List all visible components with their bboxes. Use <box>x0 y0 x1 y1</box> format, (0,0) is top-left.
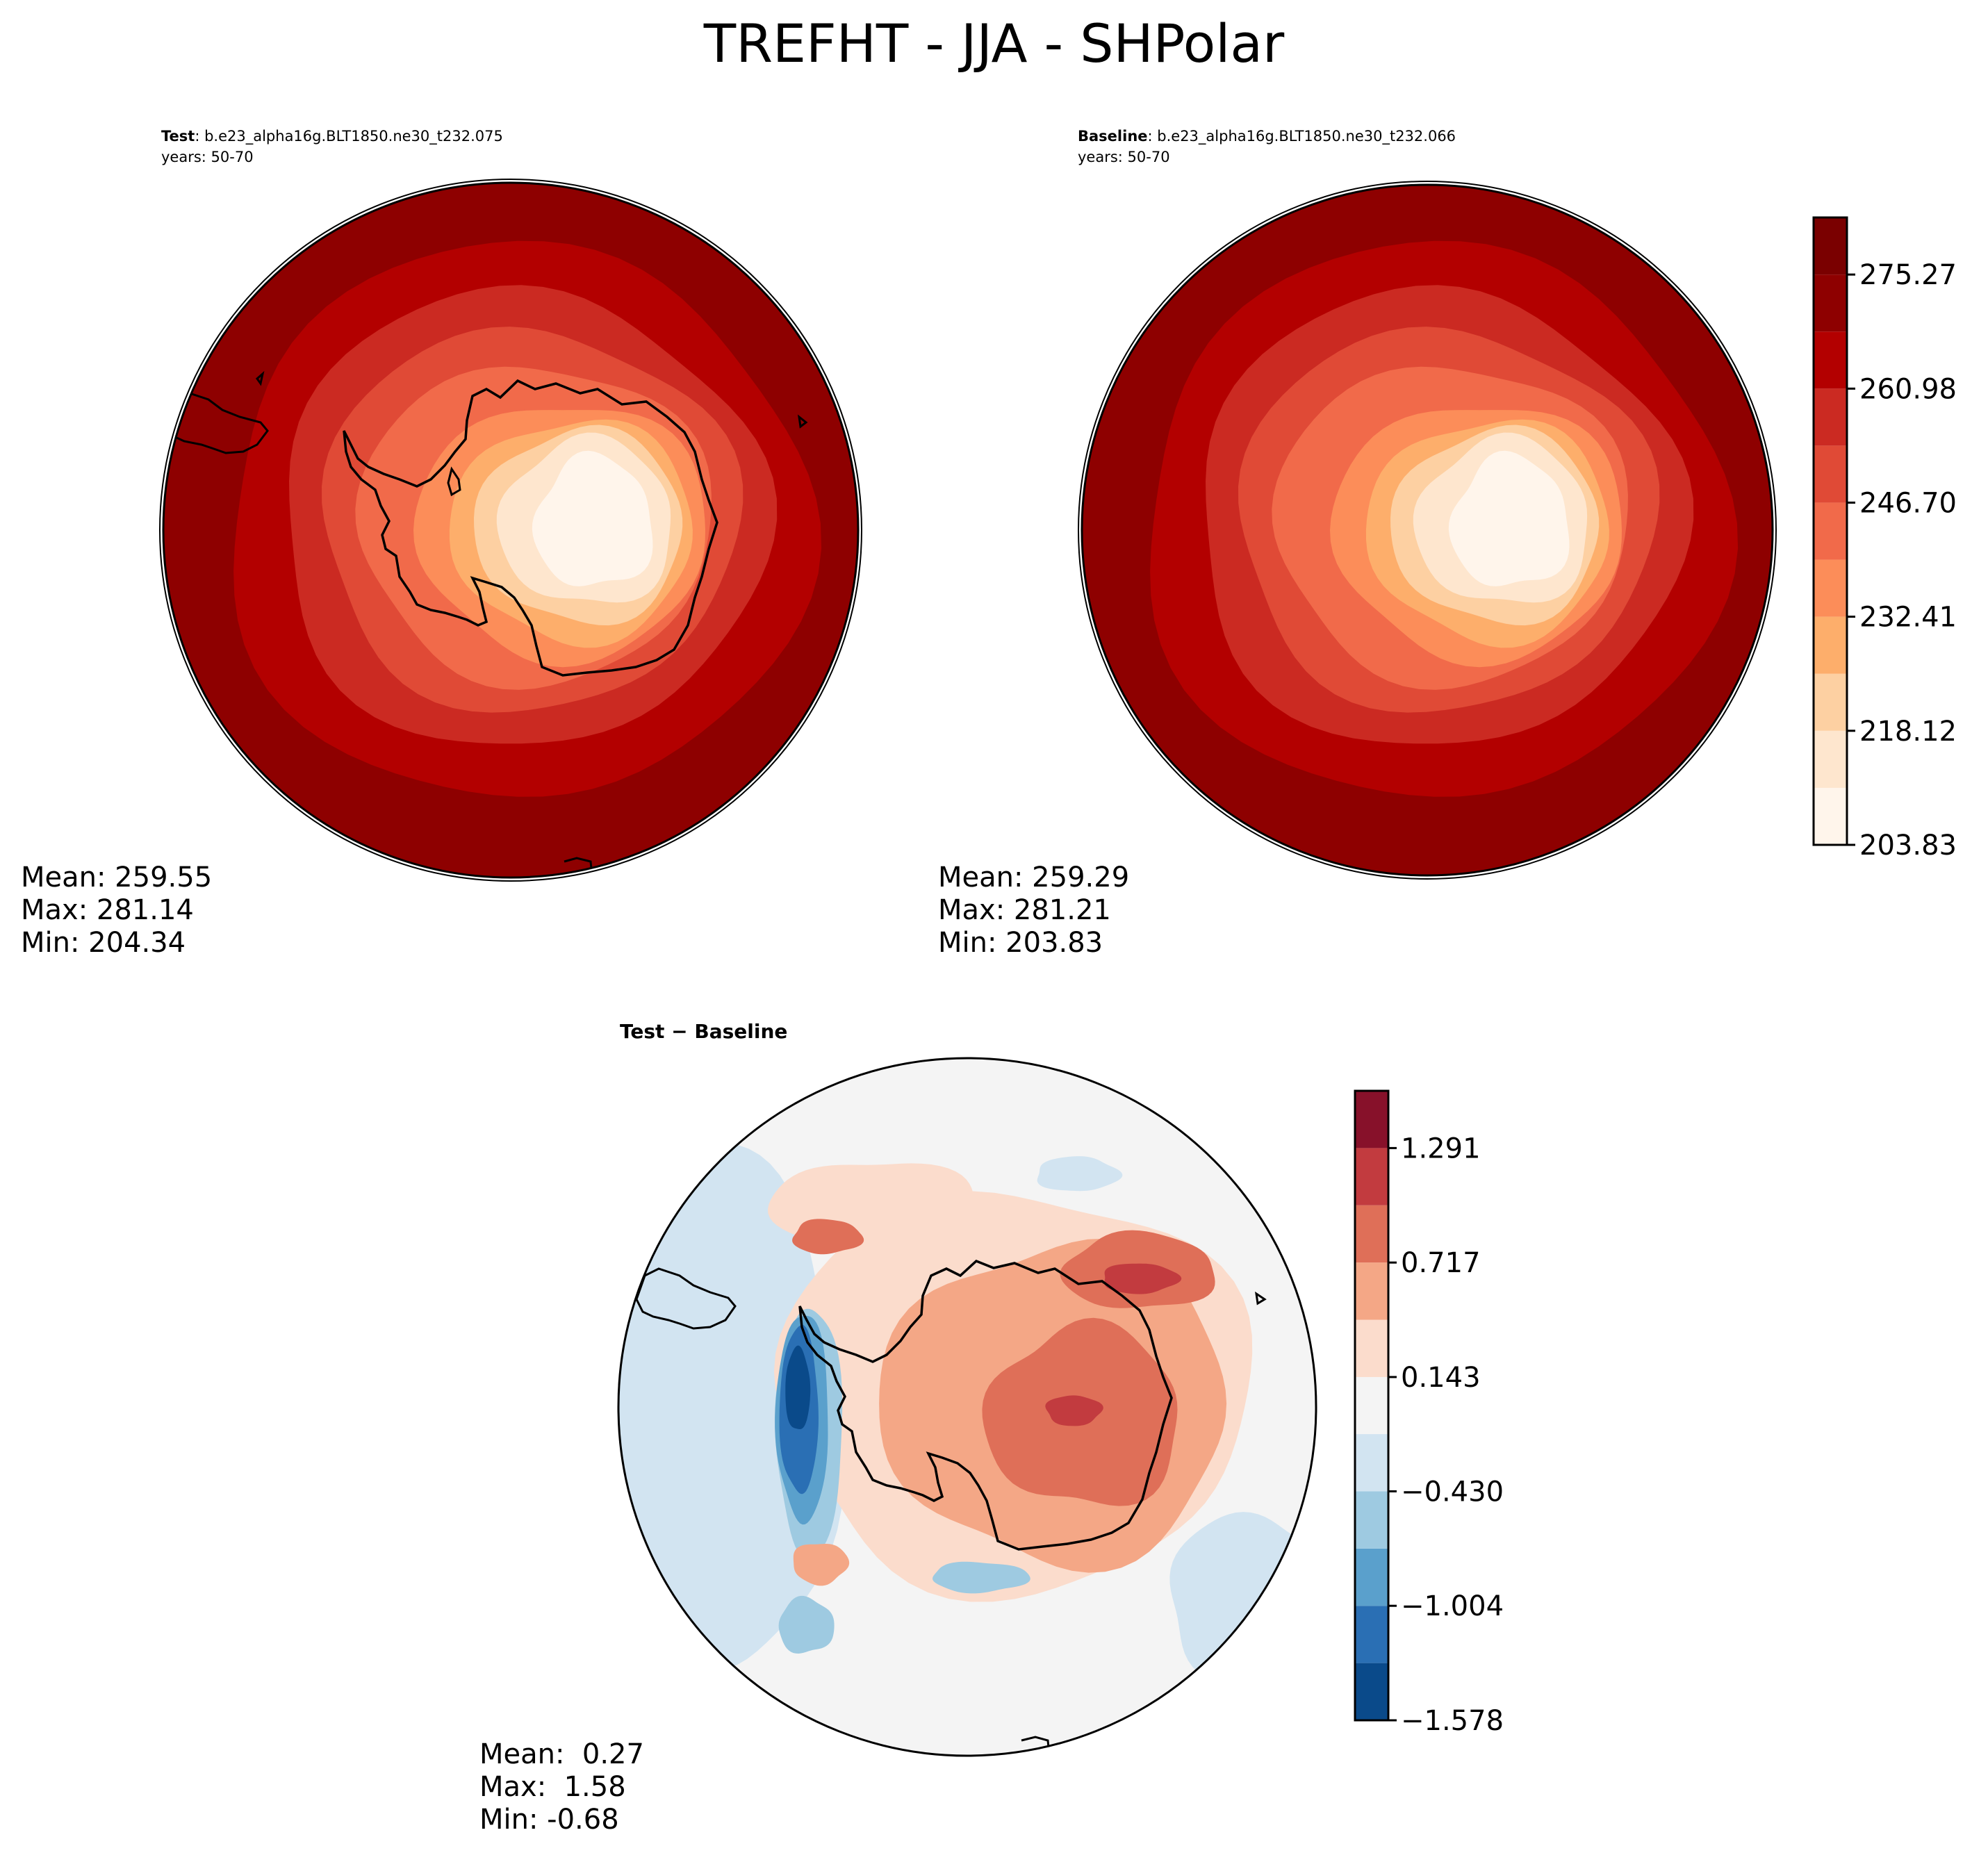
difference-colorbar-segment-7 <box>1355 1262 1388 1320</box>
test-map-border <box>162 181 860 879</box>
difference-contour-2 <box>1169 1512 1316 1682</box>
figure-title: TREFHT - JJA - SHPolar <box>703 13 1285 74</box>
difference-colorbar-segment-1 <box>1355 1606 1388 1663</box>
temperature-colorbar-tick-label-4: 218.12 <box>1859 716 1957 748</box>
difference-contour-9 <box>1104 1263 1182 1294</box>
difference-colorbar-tick-label-2: 0.143 <box>1401 1362 1481 1394</box>
difference-contour-8 <box>792 1219 864 1255</box>
test-stats: Mean: 259.55 Max: 281.14 Min: 204.34 <box>21 862 212 960</box>
difference-map-border <box>617 1057 1317 1757</box>
temperature-colorbar-tick-label-3: 232.41 <box>1859 602 1957 634</box>
test-min: Min: 204.34 <box>21 927 186 959</box>
temperature-colorbar-segment-8 <box>1814 331 1847 389</box>
temperature-colorbar-segment-2 <box>1814 673 1847 731</box>
temperature-colorbar-tick-label-2: 246.70 <box>1859 487 1957 519</box>
temperature-colorbar-segment-7 <box>1814 388 1847 446</box>
baseline-panel-label: Baseline: b.e23_alpha16g.BLT1850.ne30_t2… <box>1078 126 1456 167</box>
difference-colorbar-segment-10 <box>1355 1091 1388 1148</box>
baseline-map-outer-border <box>1078 181 1777 880</box>
difference-colorbar-tick-label-0: 1.291 <box>1401 1133 1481 1164</box>
temperature-colorbar-tick-label-5: 203.83 <box>1859 830 1957 862</box>
difference-max: Max: 1.58 <box>479 1771 626 1803</box>
difference-stats: Mean: 0.27 Max: 1.58 Min: -0.68 <box>479 1738 644 1836</box>
difference-contour-0 <box>618 1142 845 1670</box>
temperature-colorbar: 275.27 260.98 246.70 232.41 218.12 203.83 <box>1812 216 1957 862</box>
difference-contour-1 <box>1037 1156 1123 1192</box>
difference-colorbar-segment-5 <box>1355 1376 1388 1435</box>
baseline-label-bold: Baseline <box>1078 128 1148 145</box>
difference-colorbar: 1.291 0.717 0.143 −0.430 −1.004 −1.578 <box>1354 1089 1504 1737</box>
baseline-mean: Mean: 259.29 <box>938 862 1130 893</box>
difference-colorbar-tick-label-1: 0.717 <box>1401 1247 1481 1279</box>
test-panel-label: Test: b.e23_alpha16g.BLT1850.ne30_t232.0… <box>161 126 503 167</box>
test-mean: Mean: 259.55 <box>21 862 213 893</box>
temperature-colorbar-segment-4 <box>1814 559 1847 617</box>
difference-contour-14 <box>785 1345 811 1429</box>
test-label-bold: Test <box>161 128 195 145</box>
difference-colorbar-tick-label-5: −1.578 <box>1401 1705 1504 1737</box>
difference-colorbar-segment-4 <box>1355 1434 1388 1492</box>
temperature-colorbar-segment-6 <box>1814 445 1847 503</box>
baseline-map <box>1078 181 1777 880</box>
temperature-colorbar-segment-0 <box>1814 787 1847 845</box>
difference-colorbar-tick-label-3: −0.430 <box>1401 1476 1504 1508</box>
difference-colorbar-segment-3 <box>1355 1491 1388 1549</box>
test-years: years: 50-70 <box>161 149 254 165</box>
difference-contour-10 <box>1045 1395 1103 1426</box>
baseline-contour-band-peninsula <box>1089 402 1167 444</box>
difference-mean: Mean: 0.27 <box>479 1738 644 1770</box>
baseline-min: Min: 203.83 <box>938 927 1103 959</box>
temperature-colorbar-tick-label-0: 275.27 <box>1859 259 1957 291</box>
difference-colorbar-tick-label-4: −1.004 <box>1401 1590 1504 1622</box>
test-map-outer-border <box>159 179 862 882</box>
baseline-contour-band-9 <box>1448 450 1570 586</box>
difference-colorbar-segment-0 <box>1355 1663 1388 1720</box>
baseline-years: years: 50-70 <box>1078 149 1170 165</box>
temperature-colorbar-segment-9 <box>1814 274 1847 332</box>
temperature-colorbar-tick-label-1: 260.98 <box>1859 373 1957 405</box>
baseline-max: Max: 281.21 <box>938 894 1111 926</box>
difference-colorbar-segment-8 <box>1355 1205 1388 1263</box>
baseline-stats: Mean: 259.29 Max: 281.21 Min: 203.83 <box>938 862 1129 960</box>
difference-contour-15 <box>778 1595 835 1654</box>
temperature-colorbar-segment-5 <box>1814 502 1847 560</box>
temperature-colorbar-segment-3 <box>1814 616 1847 674</box>
temperature-colorbar-segment-1 <box>1814 730 1847 788</box>
baseline-map-border <box>1081 183 1774 877</box>
difference-colorbar-segment-2 <box>1355 1548 1388 1606</box>
test-contour-band-9 <box>532 450 653 586</box>
difference-title: Test − Baseline <box>620 1020 788 1043</box>
difference-contour-16 <box>933 1561 1030 1594</box>
temperature-colorbar-frame <box>1812 216 1848 846</box>
test-label-case: : b.e23_alpha16g.BLT1850.ne30_t232.075 <box>195 128 503 145</box>
temperature-colorbar-segment-10 <box>1814 217 1847 275</box>
difference-colorbar-segment-9 <box>1355 1148 1388 1205</box>
difference-colorbar-segment-6 <box>1355 1319 1388 1377</box>
difference-min: Min: -0.68 <box>479 1804 619 1836</box>
test-map <box>159 179 862 882</box>
difference-contour-17 <box>793 1544 850 1586</box>
test-max: Max: 281.14 <box>21 894 194 926</box>
difference-map <box>617 1057 1317 1757</box>
difference-colorbar-frame <box>1354 1089 1390 1722</box>
baseline-label-case: : b.e23_alpha16g.BLT1850.ne30_t232.066 <box>1147 128 1456 145</box>
